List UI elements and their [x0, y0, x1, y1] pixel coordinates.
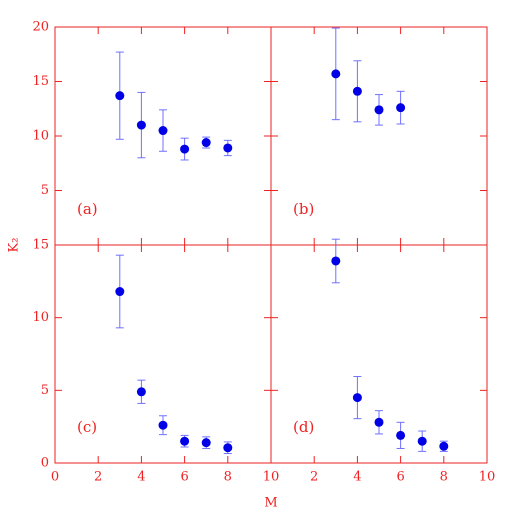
point [223, 143, 233, 153]
x-tick-label: 6 [396, 470, 404, 485]
point [201, 138, 211, 148]
point [331, 69, 341, 79]
point [136, 387, 146, 397]
panel-label: (a) [77, 200, 98, 218]
panel-label: (b) [293, 200, 314, 218]
y-tick-label: 15 [32, 74, 49, 89]
point [439, 441, 449, 451]
y-tick-label: 10 [32, 310, 49, 325]
point [201, 438, 211, 448]
point [223, 443, 233, 453]
point [374, 417, 384, 427]
point [115, 287, 125, 297]
x-tick-label: 8 [440, 470, 448, 485]
x-tick-label: 0 [51, 470, 59, 485]
y-tick-label: 5 [41, 383, 49, 398]
panel-frame [270, 244, 488, 464]
point [396, 103, 406, 113]
point [374, 105, 384, 115]
point [352, 393, 362, 403]
x-tick-label: 4 [137, 470, 145, 485]
x-tick-label: 6 [180, 470, 188, 485]
point [352, 86, 362, 96]
point [396, 430, 406, 440]
x-tick-label: 4 [353, 470, 361, 485]
point [115, 91, 125, 101]
y-tick-label: 0 [41, 456, 49, 471]
y-tick-label: 15 [32, 238, 49, 253]
point [158, 420, 168, 430]
x-tick-label: 8 [224, 470, 232, 485]
y-axis-label: K₂ [7, 238, 22, 253]
x-axis-label: M [264, 496, 277, 511]
x-tick-label: 10 [263, 470, 280, 485]
x-tick-label: 2 [310, 470, 318, 485]
point [417, 436, 427, 446]
point [331, 256, 341, 266]
point [180, 144, 190, 154]
panel-label: (d) [293, 418, 314, 436]
x-tick-label: 2 [94, 470, 102, 485]
y-tick-label: 10 [32, 129, 49, 144]
point [136, 120, 146, 130]
point [180, 436, 190, 446]
x-tick-label: 10 [479, 470, 496, 485]
y-tick-label: 5 [41, 183, 49, 198]
point [158, 126, 168, 136]
y-tick-label: 20 [32, 20, 49, 35]
panel-label: (c) [77, 418, 97, 436]
